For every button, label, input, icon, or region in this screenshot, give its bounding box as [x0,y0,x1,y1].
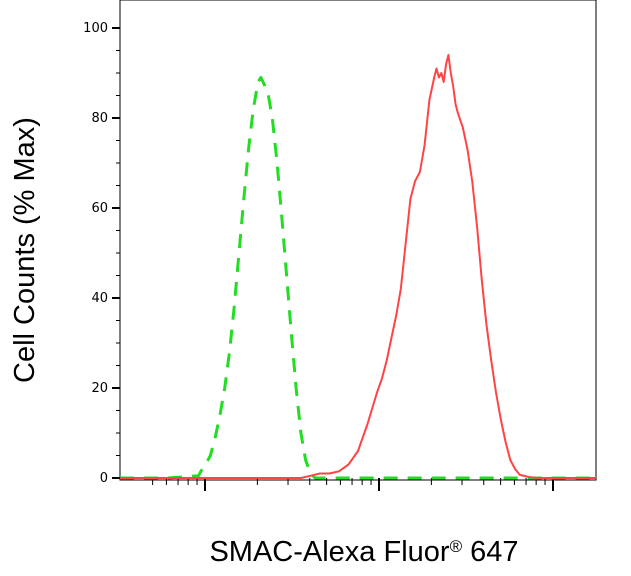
x-axis-title-main: SMAC-Alexa Fluor [209,536,449,568]
y-tick-label: 60 [91,201,108,216]
x-axis [152,478,554,491]
x-axis-title-superscript: ® [450,537,463,556]
x-axis-title: SMAC-Alexa Fluor® 647 [209,536,518,568]
series-line-2 [120,54,596,479]
y-tick-label: 100 [83,21,108,36]
series-layer [120,54,596,480]
y-tick-label: 40 [91,291,108,306]
y-axis-title: Cell Counts (% Max) [9,117,41,383]
x-axis-title-suffix: 647 [462,536,518,568]
y-tick-label: 0 [100,471,108,486]
y-tick-label: 80 [91,111,108,126]
y-axis: 0 20 40 60 80 100 [83,21,120,486]
y-tick-label: 20 [91,381,108,396]
series-line-1 [120,76,596,480]
plot-frame [119,0,597,481]
